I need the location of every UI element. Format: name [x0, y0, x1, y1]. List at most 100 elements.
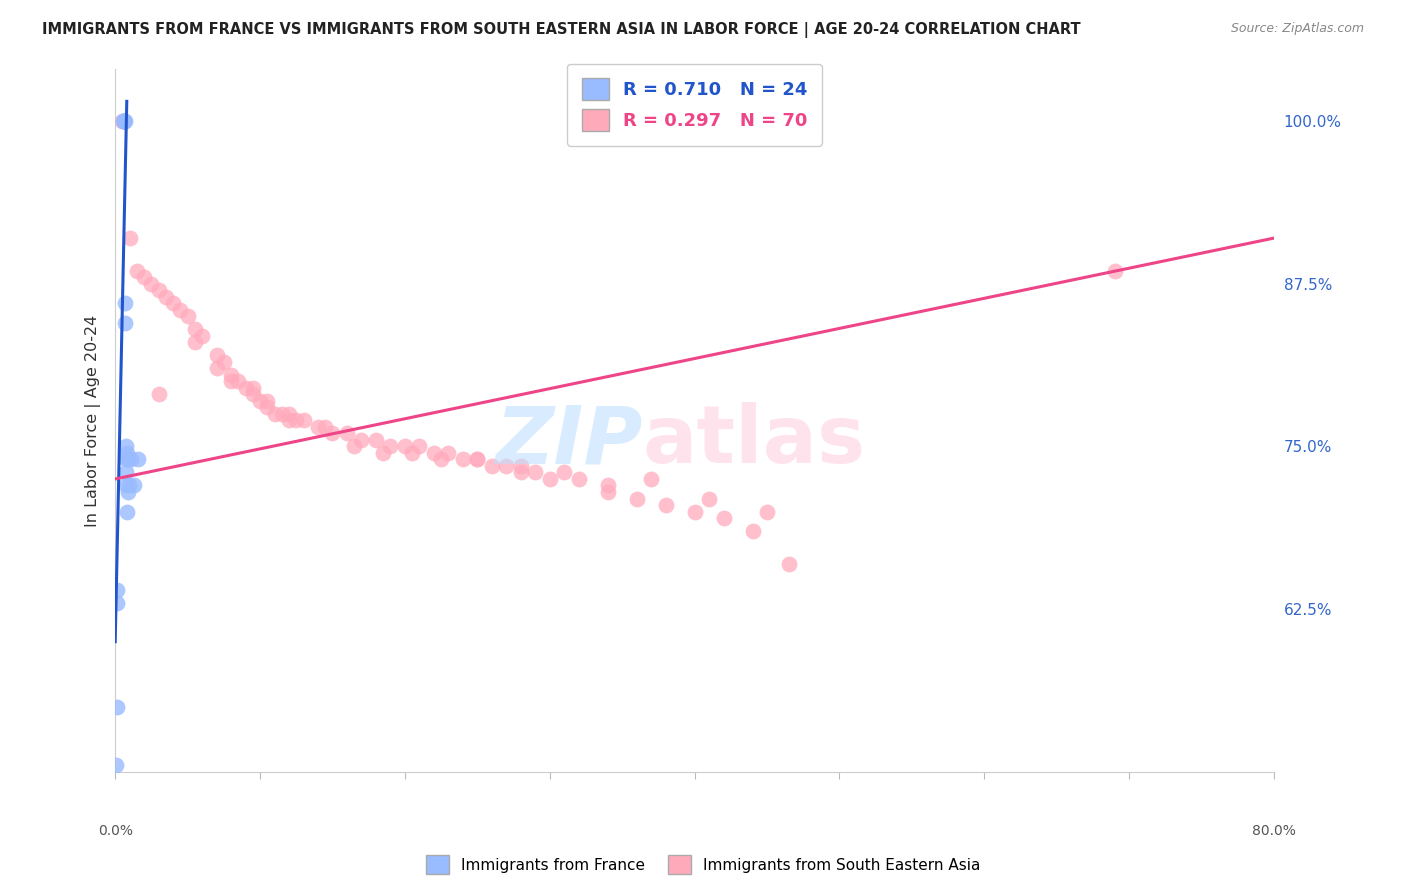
Point	[683, 504, 706, 518]
Point	[697, 491, 720, 506]
Point	[467, 452, 489, 467]
Point	[1104, 263, 1126, 277]
Point	[148, 387, 170, 401]
Point	[115, 446, 138, 460]
Point	[481, 458, 503, 473]
Point	[509, 466, 531, 480]
Point	[373, 446, 395, 460]
Point	[538, 472, 561, 486]
Point	[263, 407, 285, 421]
Point	[115, 466, 138, 480]
Text: 0.0%: 0.0%	[97, 824, 132, 838]
Point	[114, 296, 136, 310]
Point	[212, 355, 235, 369]
Point	[640, 472, 662, 486]
Point	[176, 309, 198, 323]
Point	[401, 446, 423, 460]
Point	[437, 446, 460, 460]
Point	[111, 113, 134, 128]
Point	[141, 277, 163, 291]
Point	[343, 439, 366, 453]
Point	[553, 466, 575, 480]
Point	[115, 504, 138, 518]
Point	[205, 361, 228, 376]
Point	[467, 452, 489, 467]
Point	[713, 511, 735, 525]
Point	[242, 381, 264, 395]
Point	[451, 452, 474, 467]
Point	[654, 498, 676, 512]
Point	[292, 413, 315, 427]
Point	[256, 401, 278, 415]
Point	[756, 504, 779, 518]
Point	[134, 270, 156, 285]
Point	[191, 328, 214, 343]
Point	[125, 263, 148, 277]
Point	[524, 466, 547, 480]
Point	[115, 478, 138, 492]
Point	[118, 478, 141, 492]
Point	[117, 485, 139, 500]
Text: IMMIGRANTS FROM FRANCE VS IMMIGRANTS FROM SOUTH EASTERN ASIA IN LABOR FORCE | AG: IMMIGRANTS FROM FRANCE VS IMMIGRANTS FRO…	[42, 22, 1081, 38]
Text: ZIP: ZIP	[495, 402, 643, 481]
Y-axis label: In Labor Force | Age 20-24: In Labor Force | Age 20-24	[86, 314, 101, 526]
Point	[509, 458, 531, 473]
Point	[278, 413, 301, 427]
Point	[423, 446, 446, 460]
Point	[278, 407, 301, 421]
Point	[105, 758, 128, 772]
Point	[314, 420, 336, 434]
Point	[112, 113, 135, 128]
Point	[114, 113, 136, 128]
Point	[105, 596, 128, 610]
Point	[127, 452, 149, 467]
Point	[117, 452, 139, 467]
Point	[112, 113, 135, 128]
Point	[112, 113, 135, 128]
Point	[235, 381, 257, 395]
Point	[228, 374, 250, 388]
Point	[162, 296, 184, 310]
Legend: R = 0.710   N = 24, R = 0.297   N = 70: R = 0.710 N = 24, R = 0.297 N = 70	[567, 63, 823, 145]
Point	[249, 393, 271, 408]
Point	[120, 452, 142, 467]
Point	[336, 426, 359, 441]
Point	[285, 413, 308, 427]
Point	[596, 485, 619, 500]
Point	[122, 478, 145, 492]
Point	[148, 283, 170, 297]
Point	[380, 439, 402, 453]
Point	[270, 407, 292, 421]
Point	[430, 452, 453, 467]
Point	[114, 452, 136, 467]
Point	[242, 387, 264, 401]
Text: Source: ZipAtlas.com: Source: ZipAtlas.com	[1230, 22, 1364, 36]
Point	[169, 302, 191, 317]
Point	[495, 458, 517, 473]
Point	[778, 557, 800, 571]
Point	[112, 113, 135, 128]
Point	[114, 439, 136, 453]
Point	[219, 374, 242, 388]
Text: 80.0%: 80.0%	[1253, 824, 1296, 838]
Point	[596, 478, 619, 492]
Text: atlas: atlas	[643, 402, 866, 481]
Point	[364, 433, 387, 447]
Point	[205, 348, 228, 362]
Point	[184, 322, 207, 336]
Point	[114, 316, 136, 330]
Point	[307, 420, 329, 434]
Point	[741, 524, 763, 538]
Point	[155, 290, 177, 304]
Point	[568, 472, 591, 486]
Point	[118, 231, 141, 245]
Point	[105, 699, 128, 714]
Point	[256, 393, 278, 408]
Point	[394, 439, 416, 453]
Point	[321, 426, 343, 441]
Point	[408, 439, 430, 453]
Point	[626, 491, 648, 506]
Point	[105, 582, 128, 597]
Point	[219, 368, 242, 382]
Point	[184, 335, 207, 350]
